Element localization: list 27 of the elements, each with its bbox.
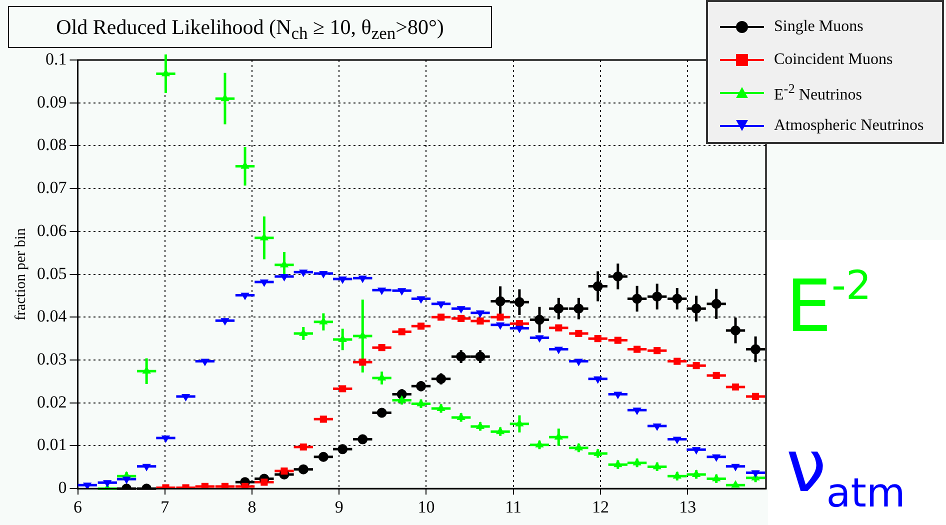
legend-label: Coincident Muons	[774, 50, 893, 68]
y-tick-label: 0.08	[37, 135, 67, 154]
y-axis-title: fraction per bin	[12, 228, 29, 321]
y-tick-label: 0.05	[37, 264, 67, 283]
x-tick-label: 9	[334, 497, 344, 516]
y-tick-label: 0	[58, 478, 67, 498]
x-tick-label: 7	[160, 497, 170, 516]
x-tick-label: 10	[418, 497, 435, 516]
y-tick-label: 0.04	[37, 306, 68, 326]
y-tick-label: 0.03	[37, 349, 67, 368]
x-tick-label: 12	[592, 497, 609, 516]
y-tick-label: 0.02	[37, 392, 67, 412]
legend-label: E$^{-2}$ Neutrinos	[774, 80, 862, 104]
text: ν$_{atm}$	[786, 424, 906, 516]
chart-title: Old Reduced Likelihood (N$_{ch}$ ≥ 10, θ$_{zen}$>80°)	[8, 6, 492, 48]
legend-label: Atmospheric Neutrinos	[774, 116, 924, 134]
x-tick-label: 11	[505, 497, 522, 516]
x-tick-label: 6	[74, 497, 82, 516]
y-tick-label: 0.09	[37, 92, 67, 112]
text: E$^{-2}$	[786, 263, 872, 348]
x-tick-label: 8	[248, 497, 256, 516]
y-tick-label: 0.06	[37, 220, 67, 240]
x-tick-label: 13	[679, 497, 696, 516]
y-tick-label: 0.1	[46, 49, 67, 68]
y-tick-label: 0.01	[37, 435, 67, 454]
legend-label: Single Muons	[774, 18, 864, 36]
y-tick-label: 0.07	[37, 178, 68, 198]
